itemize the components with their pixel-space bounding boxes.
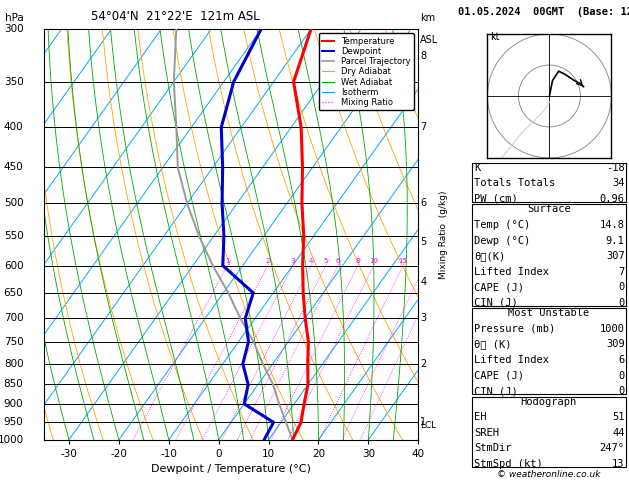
Text: LCL: LCL bbox=[420, 421, 437, 430]
Text: CAPE (J): CAPE (J) bbox=[474, 282, 524, 292]
Text: Hodograph: Hodograph bbox=[521, 397, 577, 407]
Text: Most Unstable: Most Unstable bbox=[508, 309, 589, 318]
Text: hPa: hPa bbox=[4, 13, 23, 23]
Text: 247°: 247° bbox=[599, 443, 625, 453]
Text: 51: 51 bbox=[612, 412, 625, 422]
Text: 3: 3 bbox=[420, 313, 426, 323]
Text: 300: 300 bbox=[4, 24, 23, 34]
Text: 400: 400 bbox=[4, 122, 23, 132]
Text: θᴄ (K): θᴄ (K) bbox=[474, 340, 512, 349]
Text: 5: 5 bbox=[324, 258, 328, 263]
Text: Lifted Index: Lifted Index bbox=[474, 355, 549, 365]
Text: 6: 6 bbox=[420, 198, 426, 208]
Text: 34: 34 bbox=[612, 178, 625, 189]
Text: Mixing Ratio  (g/kg): Mixing Ratio (g/kg) bbox=[439, 190, 448, 279]
Text: Temp (°C): Temp (°C) bbox=[474, 220, 530, 230]
Text: StmSpd (kt): StmSpd (kt) bbox=[474, 459, 543, 469]
Text: 450: 450 bbox=[4, 162, 23, 173]
Text: © weatheronline.co.uk: © weatheronline.co.uk bbox=[497, 469, 601, 479]
Text: 7: 7 bbox=[618, 267, 625, 277]
Text: 1: 1 bbox=[420, 417, 426, 427]
Text: EH: EH bbox=[474, 412, 487, 422]
Text: 10: 10 bbox=[369, 258, 378, 263]
Text: 6: 6 bbox=[618, 355, 625, 365]
Text: 3: 3 bbox=[291, 258, 295, 263]
Text: SREH: SREH bbox=[474, 428, 499, 438]
Text: 1000: 1000 bbox=[0, 435, 23, 445]
Text: 850: 850 bbox=[4, 380, 23, 389]
Text: 1000: 1000 bbox=[599, 324, 625, 334]
Text: θᴄ(K): θᴄ(K) bbox=[474, 251, 506, 261]
Text: 309: 309 bbox=[606, 340, 625, 349]
Text: km: km bbox=[420, 13, 435, 23]
Text: 500: 500 bbox=[4, 198, 23, 208]
Text: 9.1: 9.1 bbox=[606, 236, 625, 245]
Text: CIN (J): CIN (J) bbox=[474, 298, 518, 308]
Text: 307: 307 bbox=[606, 251, 625, 261]
Text: 550: 550 bbox=[4, 231, 23, 241]
Text: 0: 0 bbox=[618, 282, 625, 292]
Text: 54°04'N  21°22'E  121m ASL: 54°04'N 21°22'E 121m ASL bbox=[91, 10, 259, 23]
Text: Totals Totals: Totals Totals bbox=[474, 178, 555, 189]
Text: K: K bbox=[474, 163, 481, 173]
Text: 01.05.2024  00GMT  (Base: 12): 01.05.2024 00GMT (Base: 12) bbox=[458, 7, 629, 17]
Legend: Temperature, Dewpoint, Parcel Trajectory, Dry Adiabat, Wet Adiabat, Isotherm, Mi: Temperature, Dewpoint, Parcel Trajectory… bbox=[319, 34, 414, 110]
Text: 4: 4 bbox=[420, 277, 426, 287]
Text: 7: 7 bbox=[420, 122, 426, 132]
Text: Dewp (°C): Dewp (°C) bbox=[474, 236, 530, 245]
Text: 2: 2 bbox=[420, 359, 426, 369]
X-axis label: Dewpoint / Temperature (°C): Dewpoint / Temperature (°C) bbox=[151, 465, 311, 474]
Text: 1: 1 bbox=[225, 258, 230, 263]
Text: -18: -18 bbox=[606, 163, 625, 173]
Text: 13: 13 bbox=[612, 459, 625, 469]
Text: 2: 2 bbox=[265, 258, 270, 263]
Text: 5: 5 bbox=[420, 237, 426, 247]
Text: 15: 15 bbox=[399, 258, 408, 263]
Text: 750: 750 bbox=[4, 337, 23, 347]
Text: Surface: Surface bbox=[527, 205, 571, 214]
Text: 0: 0 bbox=[618, 298, 625, 308]
Text: 900: 900 bbox=[4, 399, 23, 409]
Text: 350: 350 bbox=[4, 77, 23, 87]
Text: Pressure (mb): Pressure (mb) bbox=[474, 324, 555, 334]
Text: 0: 0 bbox=[618, 371, 625, 381]
Text: ASL: ASL bbox=[420, 35, 438, 45]
Text: 950: 950 bbox=[4, 417, 23, 427]
Text: kt: kt bbox=[491, 32, 500, 42]
Text: 0: 0 bbox=[618, 386, 625, 396]
Text: 650: 650 bbox=[4, 288, 23, 298]
Text: 14.8: 14.8 bbox=[599, 220, 625, 230]
Text: StmDir: StmDir bbox=[474, 443, 512, 453]
Text: 700: 700 bbox=[4, 313, 23, 323]
Text: 600: 600 bbox=[4, 260, 23, 271]
Text: Lifted Index: Lifted Index bbox=[474, 267, 549, 277]
Text: 6: 6 bbox=[336, 258, 340, 263]
Text: 8: 8 bbox=[355, 258, 360, 263]
Text: CAPE (J): CAPE (J) bbox=[474, 371, 524, 381]
Text: 44: 44 bbox=[612, 428, 625, 438]
Text: 0.96: 0.96 bbox=[599, 194, 625, 204]
Text: 8: 8 bbox=[420, 52, 426, 61]
Text: 800: 800 bbox=[4, 359, 23, 369]
Text: PW (cm): PW (cm) bbox=[474, 194, 518, 204]
Text: 4: 4 bbox=[309, 258, 313, 263]
Text: CIN (J): CIN (J) bbox=[474, 386, 518, 396]
